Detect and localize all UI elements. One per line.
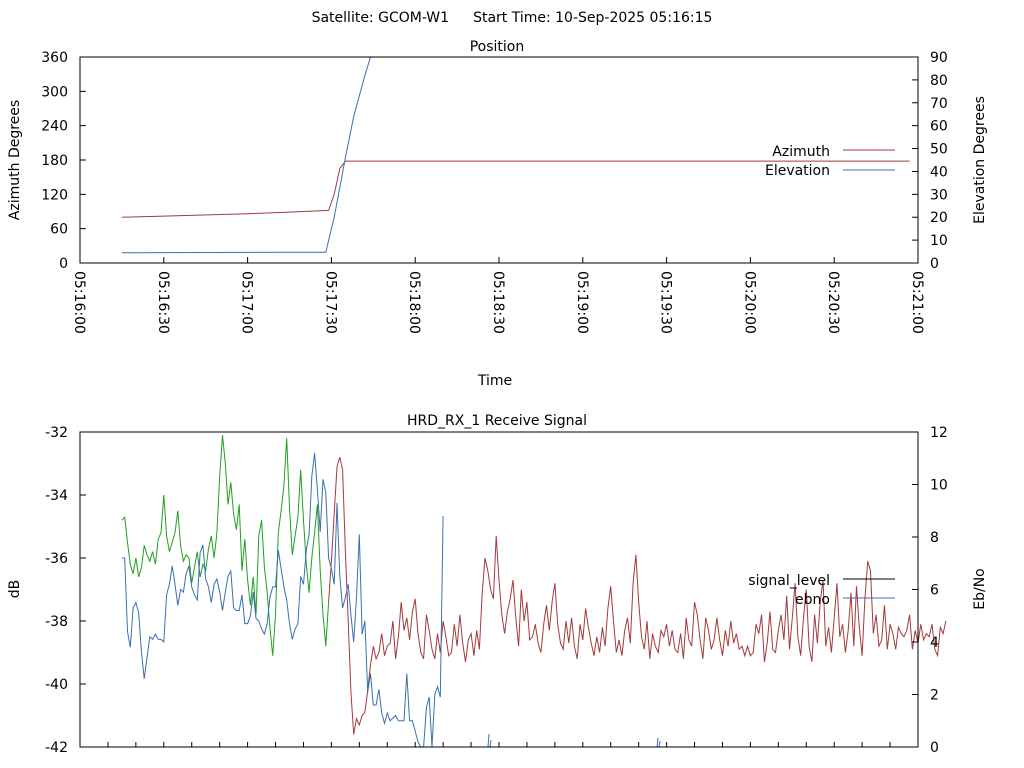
- signal-y2-axis-label: Eb/No: [972, 568, 988, 610]
- signal-level-line-red: [328, 457, 947, 735]
- signal-y-tick-label: -36: [45, 551, 68, 567]
- chart-header: Satellite: GCOM-W1 Start Time: 10-Sep-202…: [312, 10, 713, 26]
- position-y-axis-label: Azimuth Degrees: [7, 100, 23, 220]
- position-plot-frame: [79, 56, 919, 264]
- ebno-spike: [487, 733, 490, 748]
- signal-y2-tick-label: 12: [930, 425, 948, 441]
- position-x-tick-label: 05:18:00: [406, 271, 422, 334]
- position-chart-title: Position: [470, 39, 525, 55]
- position-legend: Azimuth Elevation: [765, 144, 895, 179]
- position-y-tick-label: 60: [50, 222, 68, 238]
- signal-legend: signal_level ebno: [748, 573, 895, 608]
- position-series-line-elevation: [121, 56, 371, 254]
- ebno-spike: [656, 737, 659, 748]
- position-x-tick-label: 05:16:30: [155, 271, 171, 334]
- position-x-tick-label: 05:19:30: [658, 271, 674, 334]
- position-y-tick-label: 240: [41, 119, 68, 135]
- ebno-spike: [658, 740, 661, 748]
- signal-y2-tick-label: 8: [930, 530, 939, 546]
- position-x-tick-label: 05:17:00: [239, 271, 255, 334]
- position-x-tick-label: 05:20:00: [741, 271, 757, 334]
- signal-y-tick-label: -34: [45, 488, 68, 504]
- legend-signal-level-label: signal_level: [748, 573, 830, 589]
- ebno-line: [121, 452, 444, 748]
- signal-chart: HRD_RX_1 Receive Signal -42 -40 -38 -36 -34 -…: [7, 413, 988, 756]
- legend-elevation-label: Elevation: [765, 163, 830, 179]
- position-y2-tick-label: 0: [930, 256, 939, 272]
- position-y2-tick-label: 50: [930, 142, 948, 158]
- signal-chart-title: HRD_RX_1 Receive Signal: [407, 413, 587, 429]
- position-y2-tick-label: 40: [930, 164, 948, 180]
- position-x-tick-label: 05:17:30: [322, 271, 338, 334]
- position-x-tick-label: 05:20:30: [825, 271, 841, 334]
- signal-plot-frame: [79, 431, 919, 748]
- legend-azimuth-label: Azimuth: [772, 144, 830, 160]
- position-y2-tick-label: 80: [930, 73, 948, 89]
- position-y-tick-label: 300: [41, 84, 68, 100]
- position-x-tick-label: 05:21:00: [909, 271, 925, 334]
- position-y-tick-label: 360: [41, 50, 68, 66]
- position-x-axis-label: Time: [477, 373, 512, 389]
- position-x-tick-label: 05:18:30: [490, 271, 506, 334]
- position-series-line-azimuth: [121, 160, 910, 218]
- signal-y2-tick-label: 2: [930, 688, 939, 704]
- signal-y-tick-label: -42: [45, 740, 68, 756]
- position-y2-tick-label: 30: [930, 187, 948, 203]
- signal-y-tick-label: -40: [45, 677, 68, 693]
- legend-ebno-label: ebno: [795, 592, 830, 608]
- position-y2-tick-label: 10: [930, 233, 948, 249]
- signal-y2-tick-label: 10: [930, 478, 948, 494]
- position-y2-axis-label: Elevation Degrees: [972, 96, 988, 224]
- signal-y2-tick-label: 4: [930, 635, 939, 651]
- signal-y-tick-label: -32: [45, 425, 68, 441]
- signal-y-tick-label: -38: [45, 614, 68, 630]
- ebno-spike: [489, 739, 492, 748]
- position-y-tick-label: 120: [41, 187, 68, 203]
- position-y2-tick-label: 90: [930, 50, 948, 66]
- position-y2-tick-label: 70: [930, 96, 948, 112]
- signal-y-axis-label: dB: [7, 580, 23, 599]
- position-x-tick-label: 05:19:00: [574, 271, 590, 334]
- position-y-tick-label: 0: [59, 256, 68, 272]
- signal-level-line-green: [121, 435, 330, 656]
- position-y2-tick-label: 20: [930, 210, 948, 226]
- position-chart: Position 0 60 120 180 240 300 360 0 10 20 30 40 50 60…: [7, 39, 988, 389]
- position-y2-tick-label: 60: [930, 119, 948, 135]
- signal-y2-tick-label: 6: [930, 583, 939, 599]
- signal-y2-tick-label: 0: [930, 740, 939, 756]
- position-y-tick-label: 180: [41, 153, 68, 169]
- position-x-tick-label: 05:16:00: [71, 271, 87, 334]
